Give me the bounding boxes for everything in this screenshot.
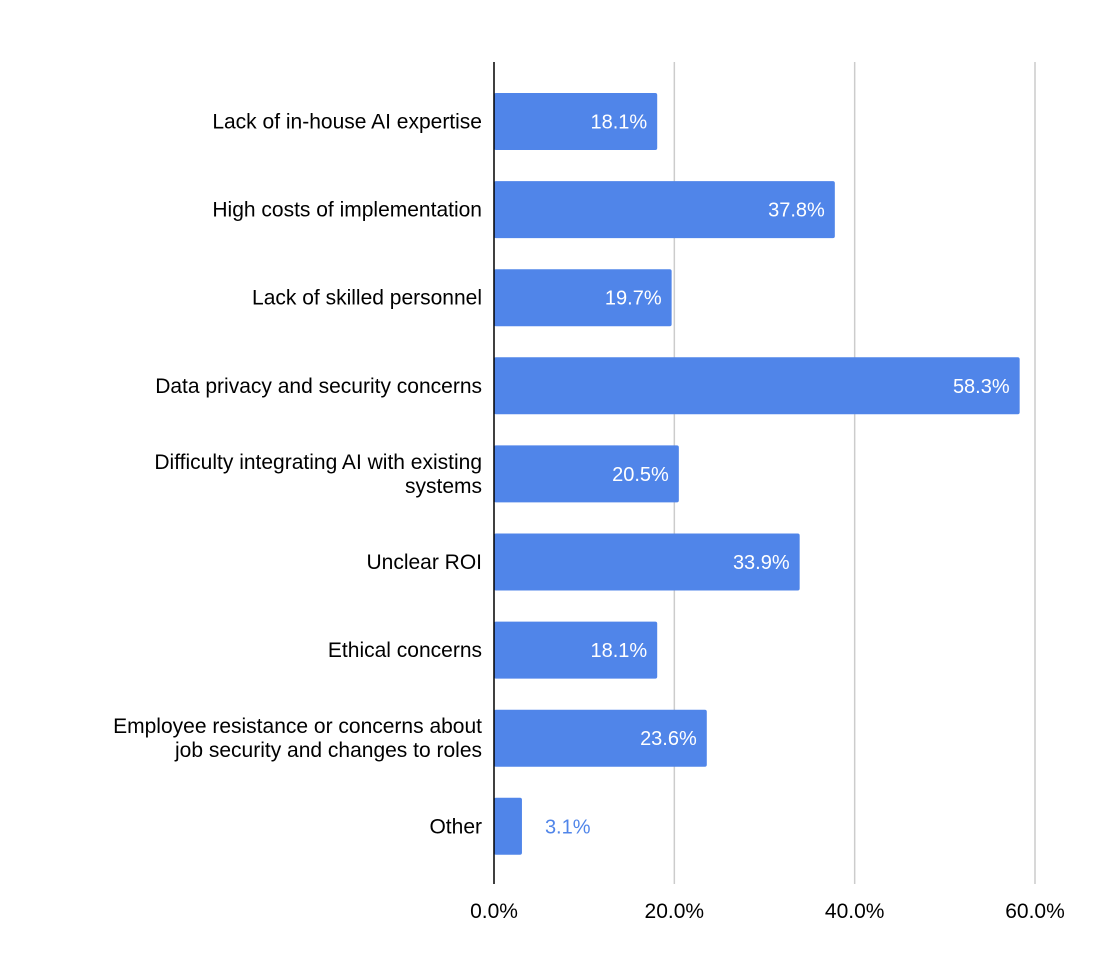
category-label: Unclear ROI [366,551,482,574]
category-label: Ethical concerns [328,639,482,662]
category-label: Difficulty integrating AI with existing s… [154,451,482,498]
category-label: Lack of in-house AI expertise [212,111,482,134]
bar [494,93,658,150]
category-label: Data privacy and security concerns [155,375,482,398]
data-label: 37.8% [768,200,825,222]
bar [494,269,672,327]
x-tick-label: 20.0% [645,900,705,923]
category-label: Employee resistance or concerns about job… [113,715,482,762]
bar [494,621,658,679]
data-label: 18.1% [590,640,647,662]
data-labels: 18.1% 37.8% 19.7% 58.3% 20.5% 33.9% 18.1% 23.6%… [545,112,1010,839]
bar [494,181,835,239]
bar [494,709,707,767]
x-tick-label: 40.0% [825,900,885,923]
bars [494,93,1020,855]
data-label: 33.9% [733,552,790,574]
bar [494,533,800,591]
category-label: High costs of implementation [212,199,482,222]
data-label: 23.6% [640,728,697,750]
bar [494,445,679,503]
bar [494,797,522,855]
data-label: 20.5% [612,464,669,486]
data-label: 58.3% [953,376,1010,398]
category-label: Lack of skilled personnel [252,287,482,310]
category-labels: Lack of in-house AI expertise High costs … [113,111,482,839]
data-label: 18.1% [590,112,647,134]
data-label: 3.1% [545,816,591,838]
x-tick-label: 60.0% [1005,900,1065,923]
category-label: Other [429,815,482,838]
data-label: 19.7% [605,288,662,310]
bar [494,357,1020,415]
x-tick-labels: 0.0% 20.0% 40.0% 60.0% [470,900,1065,923]
x-tick-label: 0.0% [470,900,518,923]
